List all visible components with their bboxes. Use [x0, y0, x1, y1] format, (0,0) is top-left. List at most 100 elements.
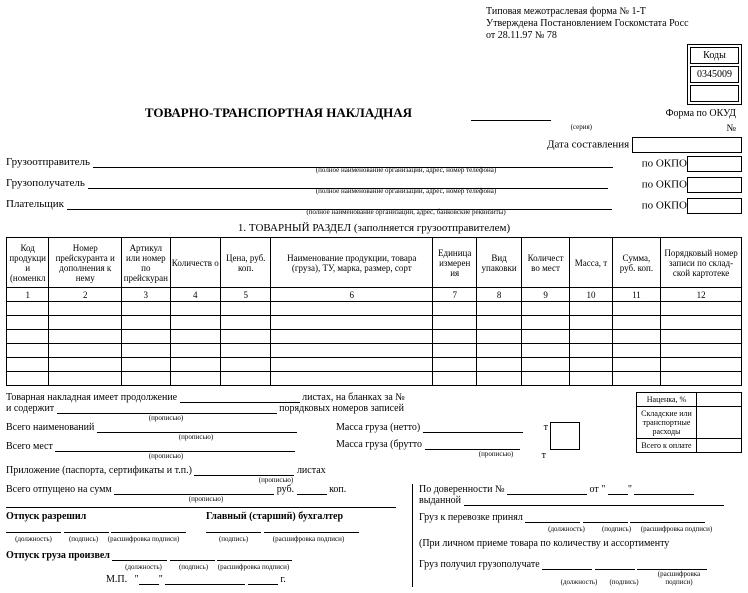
total-places-field[interactable] [55, 441, 295, 452]
year-field[interactable] [248, 574, 278, 585]
table-cell[interactable] [433, 372, 477, 386]
table-cell[interactable] [271, 372, 433, 386]
table-cell[interactable] [612, 372, 660, 386]
table-cell[interactable] [122, 330, 170, 344]
okpo-box-3[interactable] [687, 198, 742, 214]
table-cell[interactable] [170, 316, 220, 330]
table-cell[interactable] [271, 358, 433, 372]
table-cell[interactable] [521, 358, 569, 372]
table-cell[interactable] [612, 344, 660, 358]
acc-pos-field[interactable] [525, 512, 580, 523]
table-cell[interactable] [661, 302, 742, 316]
table-cell[interactable] [7, 372, 49, 386]
table-cell[interactable] [612, 330, 660, 344]
table-cell[interactable] [612, 358, 660, 372]
table-cell[interactable] [433, 344, 477, 358]
table-cell[interactable] [521, 316, 569, 330]
recv-pos-field[interactable] [542, 559, 592, 570]
mass-net-field[interactable] [423, 422, 523, 433]
table-cell[interactable] [661, 358, 742, 372]
date-box[interactable] [632, 137, 742, 153]
table-cell[interactable] [221, 302, 271, 316]
table-cell[interactable] [661, 330, 742, 344]
table-cell[interactable] [271, 302, 433, 316]
table-cell[interactable] [433, 330, 477, 344]
acc-sign-field[interactable] [583, 512, 628, 523]
total-released-field[interactable] [114, 484, 274, 495]
table-cell[interactable] [7, 302, 49, 316]
proxy-day-field[interactable] [608, 484, 628, 495]
table-cell[interactable] [271, 330, 433, 344]
table-cell[interactable] [570, 358, 612, 372]
table-cell[interactable] [221, 330, 271, 344]
table-cell[interactable] [521, 302, 569, 316]
table-cell[interactable] [170, 344, 220, 358]
table-cell[interactable] [612, 302, 660, 316]
proxy-month-field[interactable] [634, 484, 694, 495]
mass-gross-field[interactable] [425, 439, 520, 450]
sign-field-2[interactable] [206, 522, 261, 533]
table-cell[interactable] [7, 316, 49, 330]
table-cell[interactable] [521, 372, 569, 386]
month-field[interactable] [165, 574, 245, 585]
table-cell[interactable] [122, 372, 170, 386]
table-cell[interactable] [661, 372, 742, 386]
table-cell[interactable] [612, 316, 660, 330]
table-cell[interactable] [570, 302, 612, 316]
table-cell[interactable] [7, 330, 49, 344]
cont2-field[interactable] [57, 403, 277, 414]
decode-field-2[interactable] [264, 522, 359, 533]
table-cell[interactable] [221, 358, 271, 372]
table-cell[interactable] [221, 344, 271, 358]
table-cell[interactable] [49, 344, 122, 358]
table-cell[interactable] [271, 344, 433, 358]
table-cell[interactable] [433, 316, 477, 330]
table-cell[interactable] [477, 372, 521, 386]
kop-field[interactable] [297, 484, 327, 495]
table-cell[interactable] [221, 316, 271, 330]
table-cell[interactable] [570, 344, 612, 358]
okpo-box-1[interactable] [687, 156, 742, 172]
pos-field-3[interactable] [112, 550, 167, 561]
total-names-field[interactable] [97, 422, 297, 433]
table-cell[interactable] [7, 344, 49, 358]
table-cell[interactable] [122, 344, 170, 358]
table-cell[interactable] [49, 358, 122, 372]
table-cell[interactable] [122, 358, 170, 372]
table-cell[interactable] [521, 344, 569, 358]
table-cell[interactable] [122, 316, 170, 330]
okpo-box-2[interactable] [687, 177, 742, 193]
table-cell[interactable] [170, 358, 220, 372]
attach-field[interactable] [194, 465, 294, 476]
acc-decode-field[interactable] [630, 512, 705, 523]
table-cell[interactable] [122, 302, 170, 316]
table-cell[interactable] [521, 330, 569, 344]
table-cell[interactable] [570, 372, 612, 386]
table-cell[interactable] [477, 344, 521, 358]
mass-net-box[interactable] [550, 422, 580, 450]
table-cell[interactable] [170, 330, 220, 344]
sign-field-1[interactable] [64, 522, 109, 533]
day-field[interactable] [139, 574, 159, 585]
markup-cell[interactable] [697, 393, 742, 407]
table-cell[interactable] [570, 330, 612, 344]
cont-field[interactable] [180, 392, 300, 403]
table-cell[interactable] [477, 358, 521, 372]
sign-field-3[interactable] [170, 550, 215, 561]
total-pay-cell[interactable] [697, 439, 742, 453]
title-number-field[interactable] [471, 109, 551, 121]
table-cell[interactable] [7, 358, 49, 372]
table-cell[interactable] [271, 316, 433, 330]
table-cell[interactable] [570, 316, 612, 330]
decode-field-3[interactable] [217, 550, 292, 561]
storage-cell[interactable] [697, 407, 742, 439]
table-cell[interactable] [221, 372, 271, 386]
table-cell[interactable] [661, 316, 742, 330]
proxy-num-field[interactable] [507, 484, 587, 495]
decode-field-1[interactable] [111, 522, 186, 533]
table-cell[interactable] [477, 302, 521, 316]
recv-decode-field[interactable] [637, 559, 707, 570]
issued-by-field[interactable] [464, 495, 724, 506]
pos-field-1[interactable] [6, 522, 61, 533]
table-cell[interactable] [49, 316, 122, 330]
